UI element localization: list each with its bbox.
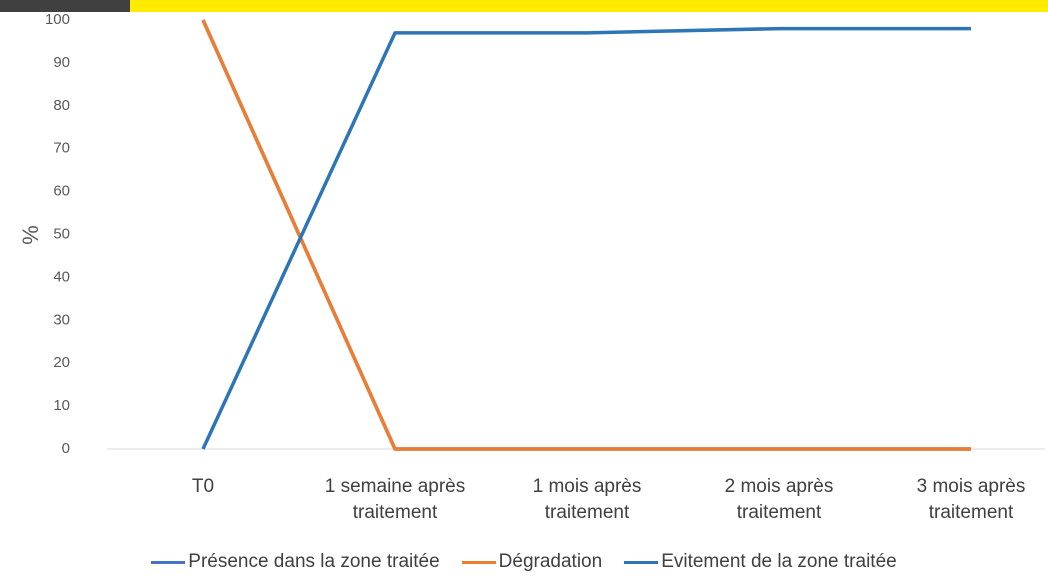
legend-swatch	[461, 560, 496, 564]
legend-label: Evitement de la zone traitée	[661, 551, 897, 572]
legend-label: Présence dans la zone traitée	[188, 551, 440, 572]
y-tick-label: 50	[53, 225, 70, 242]
x-tick-label: 3 mois après traitement	[916, 476, 1026, 523]
x-tick-label: 1 semaine après traitement	[324, 476, 466, 523]
header-block	[0, 0, 130, 12]
x-tick-label: T0	[191, 476, 215, 497]
y-tick-label: 20	[53, 354, 70, 371]
y-tick-label: 90	[53, 54, 70, 71]
y-tick-label: 60	[53, 183, 70, 200]
y-tick-label: 100	[45, 11, 70, 28]
legend-item: Evitement de la zone traitée	[624, 551, 897, 573]
x-tick-label: 2 mois après traitement	[724, 476, 834, 523]
header-bar	[130, 0, 1048, 12]
y-axis-label: %	[18, 225, 43, 245]
legend: Présence dans la zone traitée Dégradation…	[0, 551, 1048, 573]
y-tick-label: 40	[53, 268, 70, 285]
legend-swatch	[151, 560, 186, 564]
y-tick-label: 0	[62, 440, 70, 457]
y-tick-label: 80	[53, 97, 70, 114]
y-tick-label: 70	[53, 140, 70, 157]
series-line	[201, 26, 971, 450]
legend-item: Dégradation	[461, 551, 603, 573]
x-tick-label: 1 mois après traitement	[532, 476, 642, 523]
legend-item: Présence dans la zone traitée	[151, 551, 440, 573]
y-tick-label: 10	[53, 397, 70, 414]
y-tick-label: 30	[53, 311, 70, 328]
legend-swatch	[624, 560, 659, 564]
legend-label: Dégradation	[498, 551, 603, 572]
series-line	[201, 19, 971, 451]
series-line	[201, 19, 971, 451]
